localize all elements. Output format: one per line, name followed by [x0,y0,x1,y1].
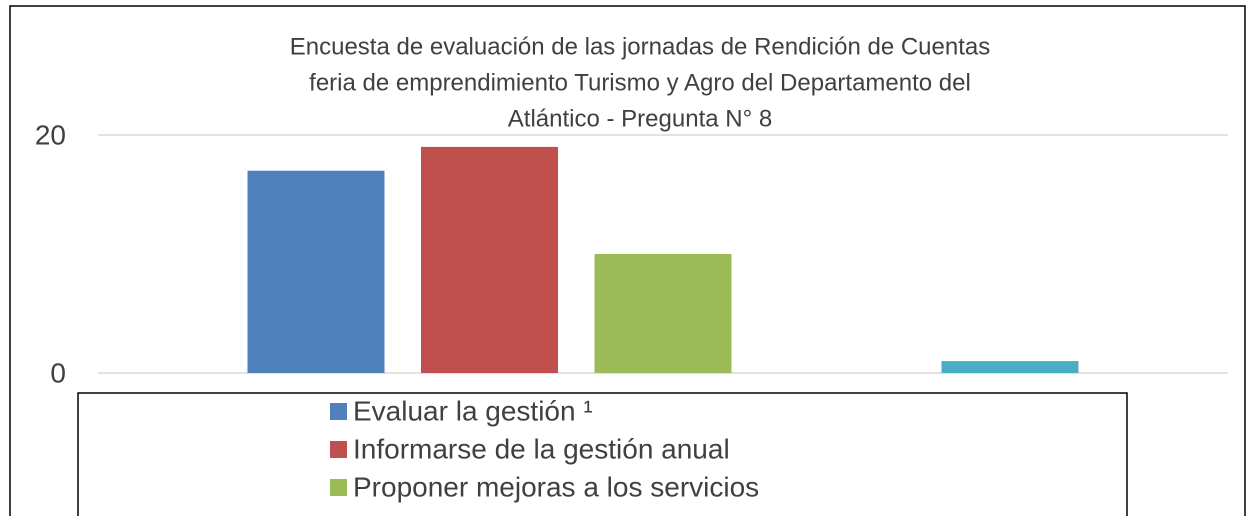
bar [421,146,558,373]
chart-title: Encuesta de evaluación de las jornadas d… [290,33,990,60]
y-tick-label: 0 [50,357,66,388]
bar [941,361,1079,373]
legend-box [77,392,1128,521]
legend-label: Informarse de la gestión anual [353,433,730,464]
legend-swatch [330,479,347,496]
legend-swatch [330,441,347,458]
bar [247,170,385,373]
y-tick-label: 20 [35,119,66,150]
legend-label: Proponer mejoras a los servicios [353,471,759,502]
legend-swatch [330,403,347,420]
chart-title: feria de emprendimiento Turismo y Agro d… [309,69,971,96]
chart-title: Atlántico - Pregunta N° 8 [508,105,772,132]
legend-label: Evaluar la gestión ¹ [353,395,593,426]
bar [594,254,732,373]
